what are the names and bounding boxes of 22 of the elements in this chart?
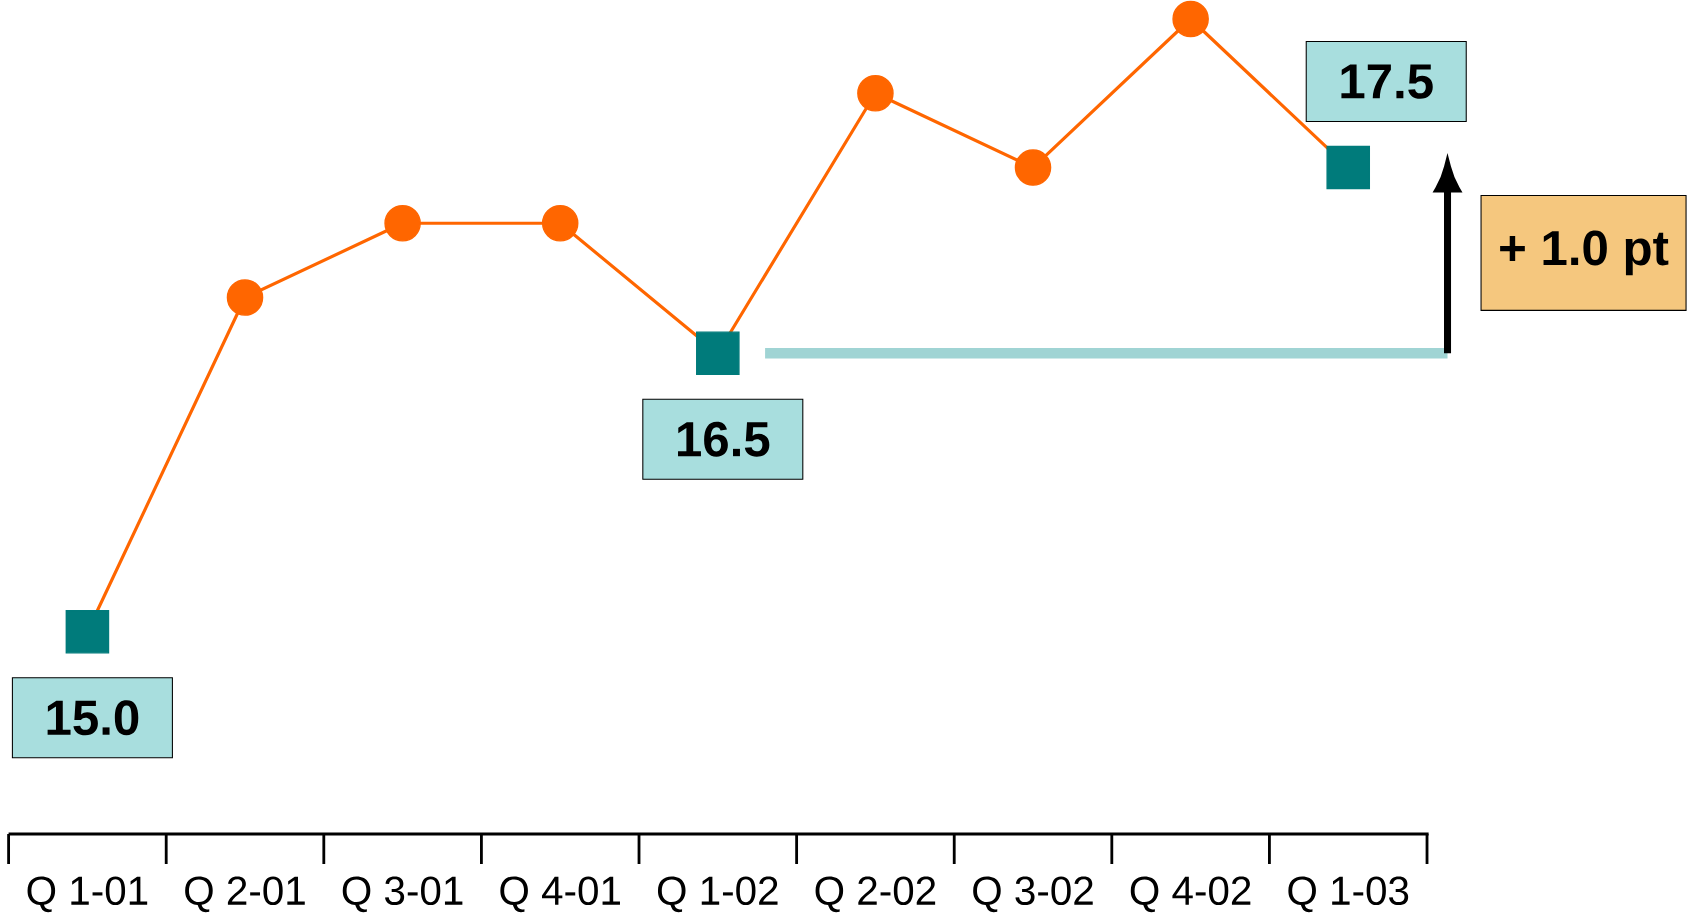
- point: [1014, 149, 1052, 186]
- x-tick-label: Q 1-01: [27, 876, 148, 913]
- x-tick-label: Q 1-03: [1288, 876, 1409, 913]
- x-tick-label: Q 3-01: [342, 876, 463, 913]
- text: + 1.0 pt: [1500, 230, 1669, 276]
- x-tick-label: Q 4-02: [1130, 876, 1251, 913]
- x-tick-label: Q 3-02: [973, 876, 1093, 913]
- data-label: 15.0: [47, 700, 139, 736]
- point: [384, 204, 421, 242]
- point: [1172, 0, 1209, 38]
- point: [1326, 145, 1371, 190]
- point: [857, 75, 894, 112]
- point: [541, 204, 579, 242]
- data-label: 17.5: [1341, 64, 1433, 99]
- x-tick-label: Q 4-01: [500, 876, 620, 913]
- point: [226, 279, 264, 316]
- point: [696, 331, 740, 376]
- x-tick-label: Q 2-02: [815, 876, 936, 913]
- data-label: 16.5: [678, 421, 770, 457]
- x-tick-label: Q 1-02: [657, 876, 778, 913]
- x-tick-label: Q 2-01: [185, 876, 305, 913]
- point: [65, 609, 110, 654]
